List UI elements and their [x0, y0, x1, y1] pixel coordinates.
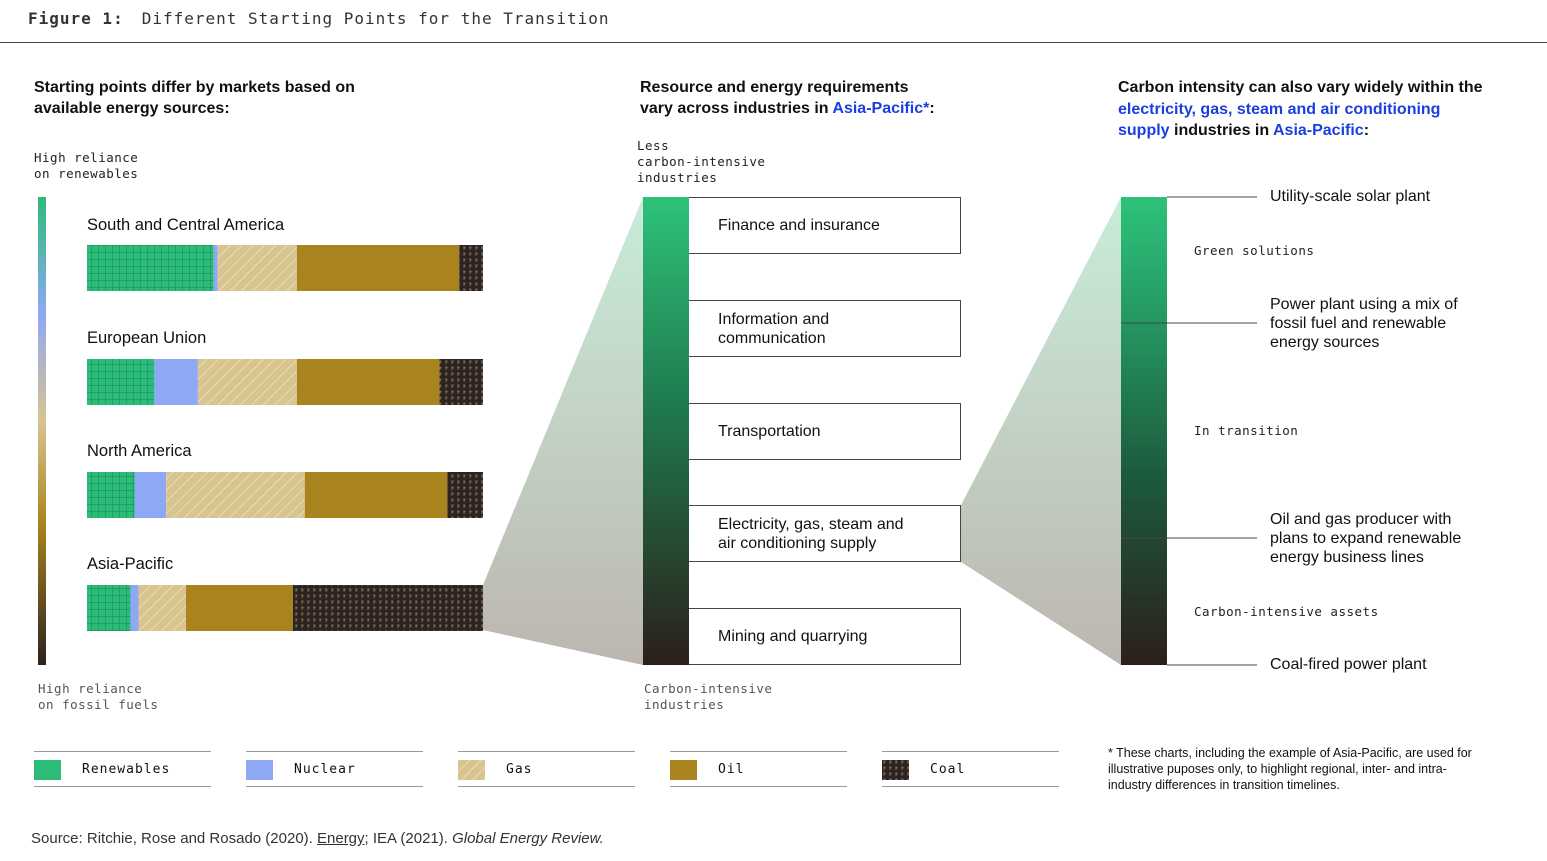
- bar-segment-renewables: [87, 585, 131, 631]
- bar-segment-coal: [292, 585, 483, 631]
- bar-segment-renewables: [87, 472, 135, 518]
- bar-segment-renewables: [87, 245, 214, 291]
- bar-segment-gas: [217, 245, 297, 291]
- legend-item-nuclear: Nuclear: [246, 751, 423, 787]
- industry-box: Finance and insurance: [689, 197, 961, 254]
- bar-segment-gas: [138, 585, 186, 631]
- footnote: * These charts, including the example of…: [1108, 746, 1472, 792]
- utility-intensity-bar: [1121, 197, 1167, 665]
- example-label: Power plant using a mix of fossil fuel a…: [1270, 296, 1458, 351]
- bar-segment-coal: [439, 359, 483, 405]
- reliance-scale: [38, 197, 46, 665]
- region-label: South and Central America: [87, 216, 285, 234]
- bar-segment-oil: [186, 585, 293, 631]
- right-heading: Carbon intensity can also vary widely wi…: [1118, 79, 1483, 139]
- legend-item-coal: Coal: [882, 751, 1059, 787]
- bar-segment-nuclear: [134, 472, 167, 518]
- example-label: Utility-scale solar plant: [1270, 188, 1431, 205]
- bar-segment-oil: [296, 359, 440, 405]
- bar-segment-renewables: [87, 359, 155, 405]
- bar-segment-oil: [296, 245, 460, 291]
- legend-item-gas: Gas: [458, 751, 635, 787]
- region-label: North America: [87, 442, 192, 460]
- industry-box: Electricity, gas, steam and air conditio…: [689, 505, 961, 562]
- divider: [0, 42, 1547, 43]
- region-label: European Union: [87, 329, 207, 347]
- left-heading: Starting points differ by markets based …: [34, 79, 355, 117]
- industry-intensity-bar: [643, 197, 689, 665]
- zone-label: In transition: [1194, 423, 1299, 438]
- bar-segment-nuclear: [213, 245, 218, 291]
- less-intensive-label: Less carbon-intensive industries: [637, 138, 766, 185]
- funnel-right: [961, 197, 1121, 665]
- funnel-left: [483, 197, 643, 665]
- example-label: Oil and gas producer with plans to expan…: [1270, 511, 1462, 566]
- middle-heading: Resource and energy requirements vary acr…: [640, 79, 935, 117]
- industry-box: Mining and quarrying: [689, 608, 961, 665]
- legend-item-renewables: Renewables: [34, 751, 211, 787]
- intensive-label: Carbon-intensive industries: [644, 681, 773, 712]
- source-link[interactable]: Energy: [317, 830, 365, 847]
- zone-label: Green solutions: [1194, 243, 1315, 258]
- bar-segment-gas: [197, 359, 297, 405]
- top-axis-label: High reliance on renewables: [34, 150, 139, 181]
- industry-box: Transportation: [689, 403, 961, 460]
- industry-box: Information and communication: [689, 300, 961, 357]
- bar-segment-coal: [459, 245, 483, 291]
- example-label: Coal-fired power plant: [1270, 656, 1427, 673]
- bar-segment-oil: [304, 472, 448, 518]
- figure-title: Figure 1: Different Starting Points for t…: [28, 9, 610, 28]
- bar-segment-coal: [447, 472, 483, 518]
- region-label: Asia-Pacific: [87, 555, 174, 573]
- bar-segment-gas: [166, 472, 305, 518]
- bottom-axis-label: High reliance on fossil fuels: [38, 681, 159, 712]
- source: Source: Ritchie, Rose and Rosado (2020).…: [31, 830, 604, 847]
- bar-segment-nuclear: [130, 585, 139, 631]
- legend-item-oil: Oil: [670, 751, 847, 787]
- zone-label: Carbon-intensive assets: [1194, 604, 1379, 619]
- bar-segment-nuclear: [154, 359, 198, 405]
